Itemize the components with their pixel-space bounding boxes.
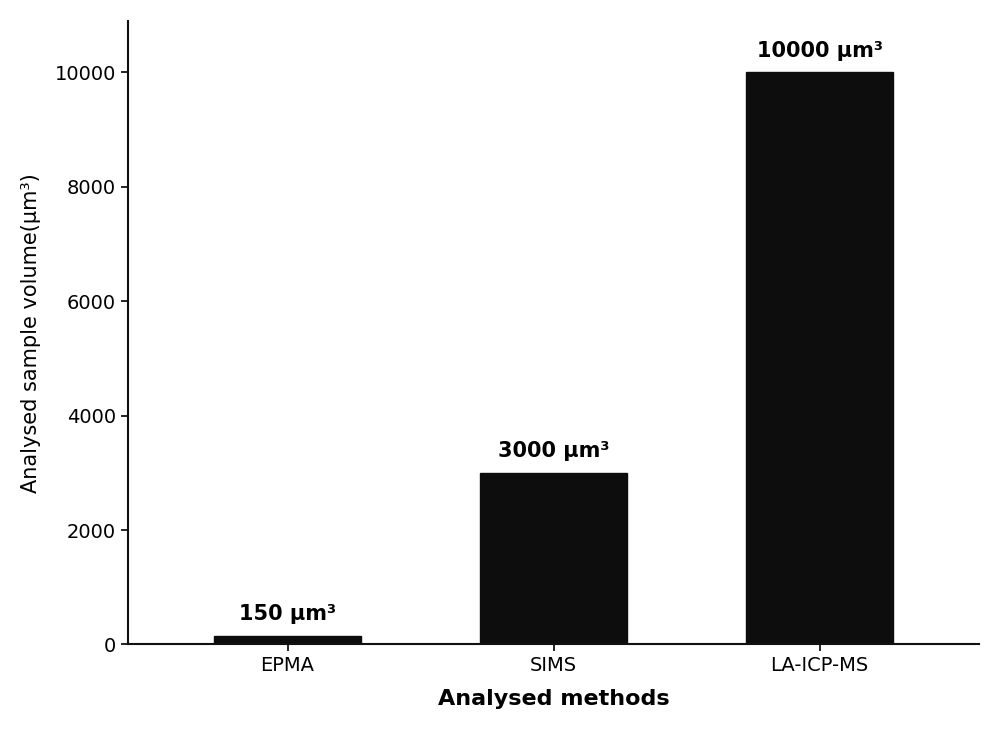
Bar xyxy=(746,72,893,645)
Y-axis label: Analysed sample volume(μm³): Analysed sample volume(μm³) xyxy=(21,173,41,493)
X-axis label: Analysed methods: Analysed methods xyxy=(438,689,669,709)
Bar xyxy=(480,473,627,645)
Text: 10000 μm³: 10000 μm³ xyxy=(757,41,883,61)
Text: 3000 μm³: 3000 μm³ xyxy=(498,442,609,461)
Bar xyxy=(214,636,361,645)
Text: 150 μm³: 150 μm³ xyxy=(239,604,336,624)
